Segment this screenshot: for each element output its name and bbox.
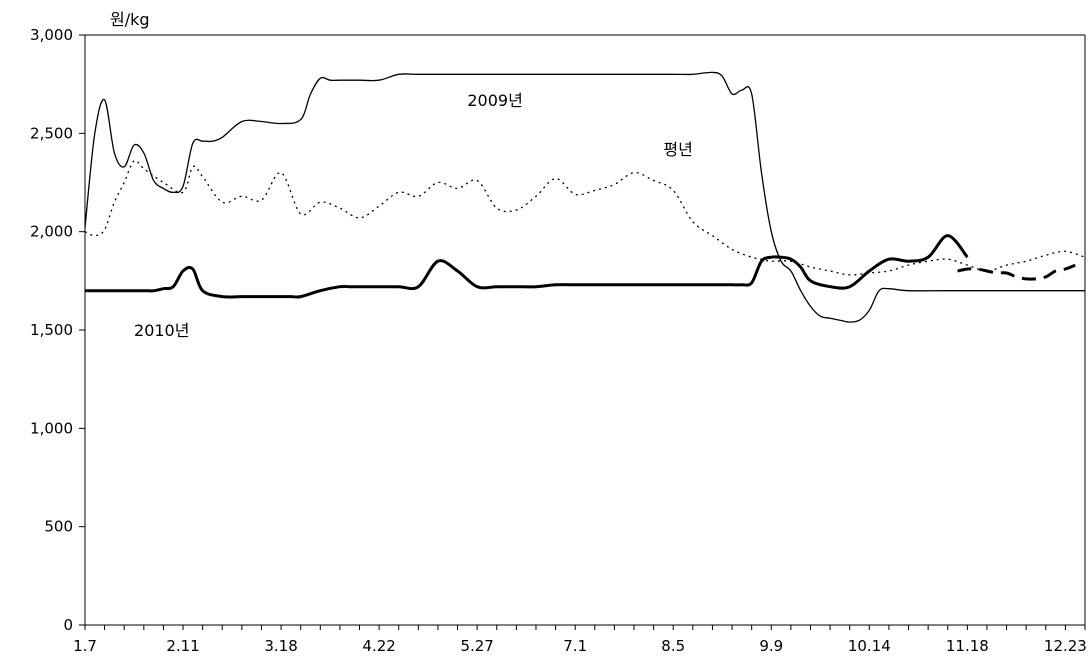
plot-area [84, 34, 1086, 626]
y-tick-label: 3,000 [30, 26, 73, 44]
y-tick-label: 1,500 [30, 321, 73, 339]
y-tick-label: 1,000 [30, 419, 73, 437]
y-tick-label: 2,500 [30, 124, 73, 142]
y-tick-label: 2,000 [30, 223, 73, 241]
series-2010-dashed-line [957, 263, 1076, 281]
x-tick-label: 4.22 [362, 637, 395, 655]
x-tick-label: 2.11 [166, 637, 199, 655]
y-axis-unit-label: 원/kg [110, 10, 150, 29]
x-tick-label: 7.1 [563, 637, 587, 655]
y-tick-label: 500 [44, 518, 73, 536]
y-axis-ticks: 0 500 1,000 1,500 2,000 2,500 3,000 [30, 26, 85, 634]
x-axis-ticks: 1.7 2.11 3.18 4.22 5.27 7.1 8.5 9.9 10.14 11.18 12… [73, 625, 1087, 655]
series-annotation-label: 2009년 [467, 91, 522, 110]
series-layer [84, 71, 1086, 323]
y-tick-label: 0 [63, 616, 73, 634]
series-2010-line [85, 234, 969, 299]
x-tick-label: 10.14 [848, 637, 891, 655]
x-tick-label: 8.5 [661, 637, 685, 655]
x-tick-label: 12.23 [1044, 637, 1087, 655]
series-2009-line [84, 71, 1085, 323]
x-tick-label: 11.18 [946, 637, 989, 655]
series-normal-line [84, 159, 1086, 276]
x-tick-label: 9.9 [759, 637, 783, 655]
series-annotation-label: 2010년 [134, 321, 189, 340]
x-tick-label: 3.18 [264, 637, 297, 655]
x-tick-label: 1.7 [73, 637, 97, 655]
series-annotation-label: 평년 [663, 140, 692, 159]
x-tick-label: 5.27 [460, 637, 493, 655]
